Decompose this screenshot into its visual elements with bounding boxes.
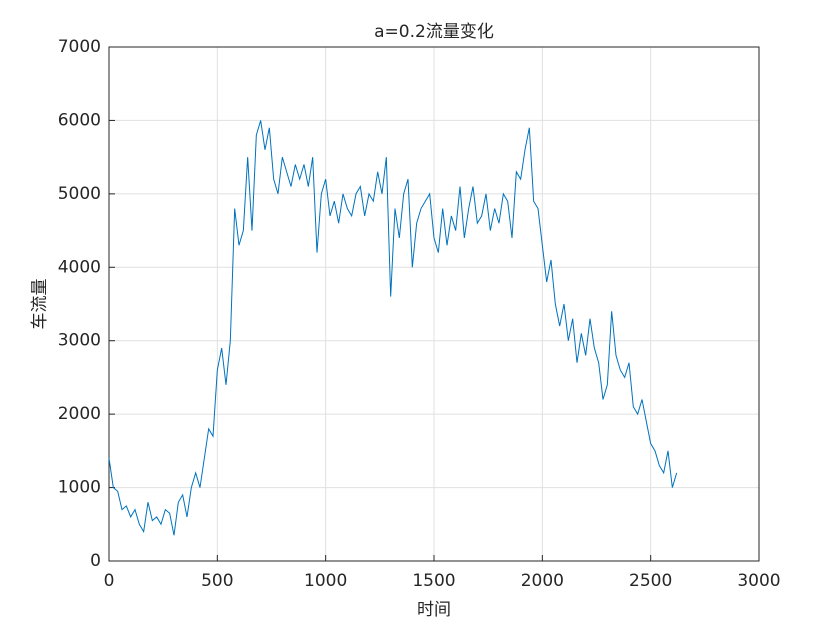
- y-tick-label: 6000: [58, 110, 101, 130]
- y-tick-label: 1000: [58, 478, 101, 498]
- x-tick-label: 1000: [304, 571, 347, 591]
- x-axis-label: 时间: [417, 600, 451, 620]
- x-tick-label: 0: [104, 571, 115, 591]
- y-tick-label: 5000: [58, 184, 101, 204]
- x-tick-label: 500: [201, 571, 233, 591]
- x-tick-label: 1500: [412, 571, 455, 591]
- y-tick-label: 7000: [58, 37, 101, 57]
- data-line: [108, 120, 678, 536]
- x-tick-label: 2000: [521, 571, 564, 591]
- x-tick-label: 3000: [737, 571, 780, 591]
- y-tick-label: 2000: [58, 404, 101, 424]
- y-tick-label: 4000: [58, 257, 101, 277]
- plot-frame: [108, 46, 760, 562]
- x-tick-label: 2500: [629, 571, 672, 591]
- y-tick-label: 0: [90, 551, 101, 571]
- y-axis-label: 车流量: [30, 279, 50, 330]
- y-tick-label: 3000: [58, 331, 101, 351]
- chart-title: a=0.2流量变化: [374, 22, 494, 42]
